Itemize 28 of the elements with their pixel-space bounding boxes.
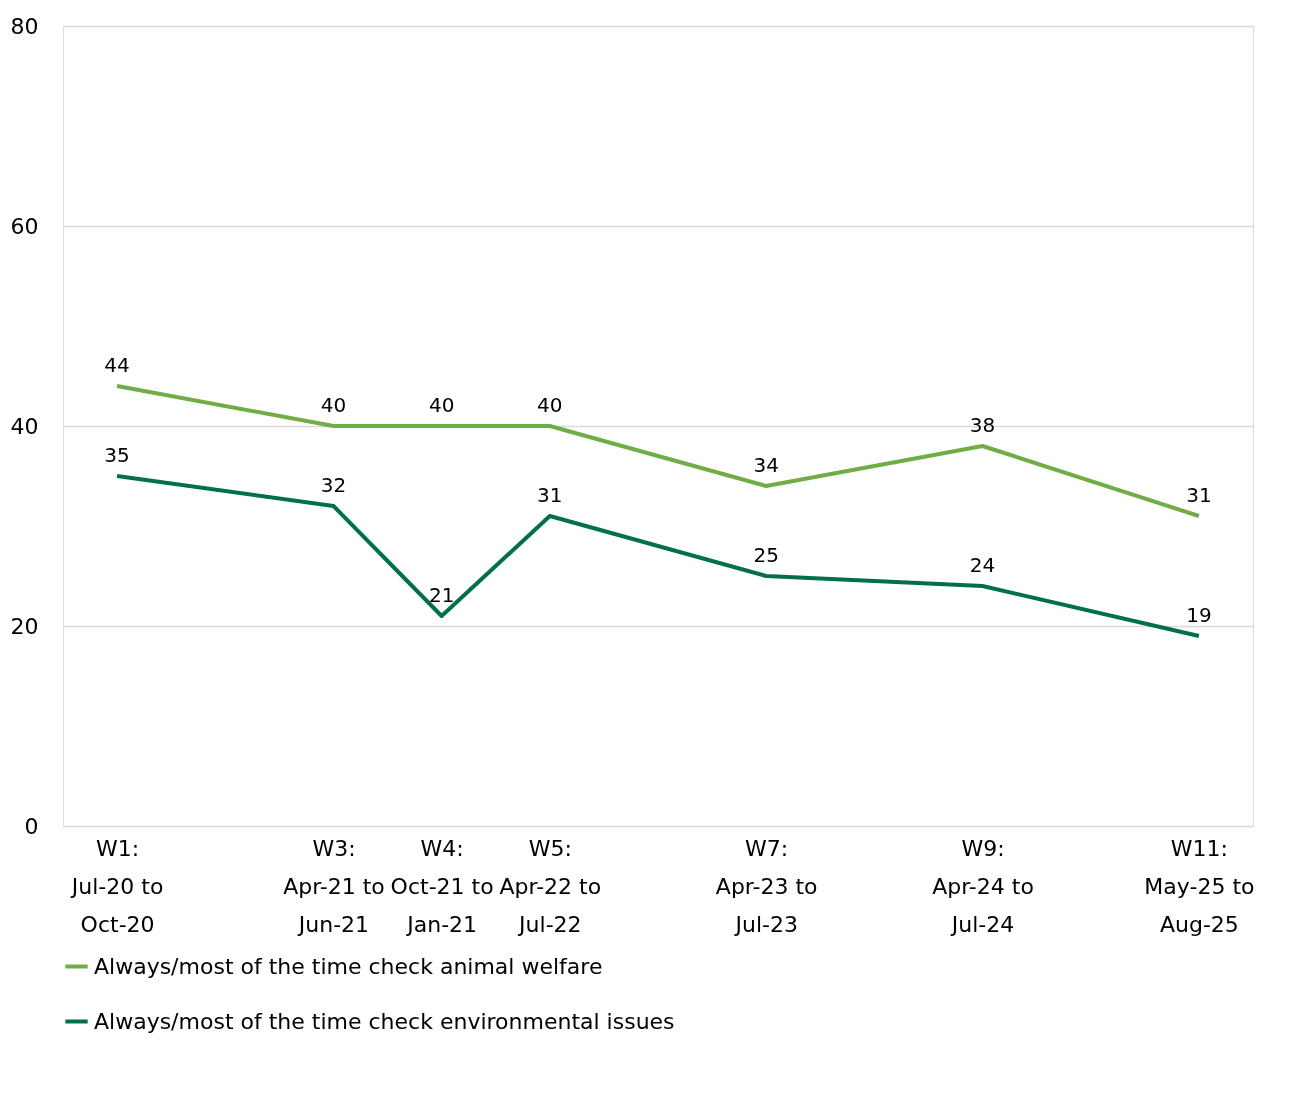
data-label: 24: [969, 553, 996, 577]
x-tick-label: W4: Oct-21 to Jan-21: [390, 835, 494, 937]
data-label: 21: [428, 583, 455, 607]
y-tick-label: 20: [10, 613, 39, 639]
x-tick-label: W7: Apr-23 to Jul-23: [715, 835, 818, 937]
legend-label: Always/most of the time check animal welfare: [94, 953, 603, 979]
data-label: 40: [320, 393, 347, 417]
data-label: 40: [537, 393, 563, 417]
y-tick-label: 40: [10, 413, 39, 439]
x-tick-label: W3: Apr-21 to Jun-21: [283, 835, 385, 937]
data-label: 34: [753, 453, 779, 477]
data-label: 32: [320, 473, 347, 497]
y-tick-label: 60: [10, 213, 39, 239]
legend-label: Always/most of the time check environmental issues: [94, 1008, 675, 1034]
data-label: 19: [1186, 603, 1212, 627]
data-label: 40: [428, 393, 455, 417]
data-label: 31: [1186, 483, 1212, 507]
y-tick-label: 80: [10, 13, 39, 39]
x-tick-label: W9: Apr-24 to Jul-24: [932, 835, 1034, 937]
x-tick-label: W11: May-25 to Aug-25: [1144, 835, 1255, 937]
data-label: 35: [104, 443, 130, 467]
data-label: 38: [969, 413, 996, 437]
data-label: 31: [537, 483, 563, 507]
y-tick-label: 0: [24, 813, 39, 839]
data-label: 25: [753, 543, 779, 567]
x-tick-label: W5: Apr-22 to Jul-22: [499, 835, 602, 937]
x-tick-label: W1: Jul-20 to Oct-20: [69, 835, 164, 937]
data-label: 44: [104, 353, 130, 377]
